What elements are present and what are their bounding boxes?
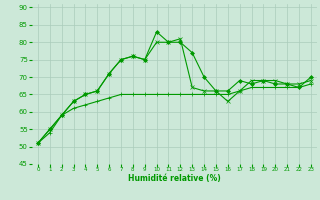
X-axis label: Humidité relative (%): Humidité relative (%) bbox=[128, 174, 221, 183]
